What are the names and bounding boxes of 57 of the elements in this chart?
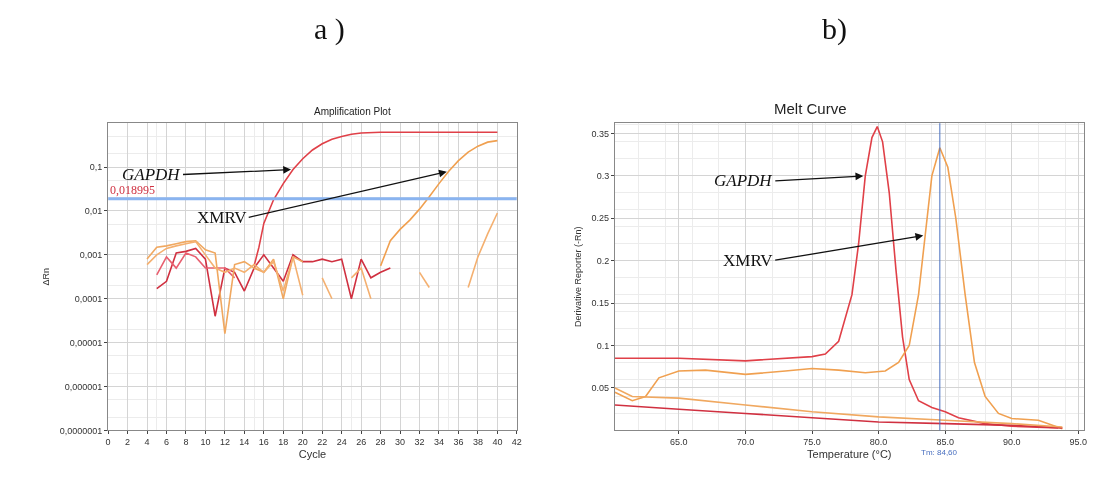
- x-tick-label: 24: [336, 437, 347, 448]
- text: a ): [314, 12, 345, 46]
- text: b): [822, 12, 847, 46]
- x-tick-label: 22: [317, 437, 328, 448]
- x-tick-label: 26: [356, 437, 367, 448]
- x-tick-label: 2: [125, 437, 131, 448]
- x-tick-label: 28: [375, 437, 386, 448]
- y-axis-title: ΔRn: [41, 268, 52, 286]
- x-tick-label: 30: [395, 437, 406, 448]
- y-tick-label: 0.2: [596, 255, 610, 266]
- x-tick-label: 8: [183, 437, 189, 448]
- y-tick-label: 0,1: [89, 162, 103, 173]
- y-tick-label: 0,0000001: [59, 425, 103, 436]
- y-tick-label: 0,0001: [74, 293, 103, 304]
- chart-title: Melt Curve: [774, 100, 847, 117]
- x-tick-label: 75.0: [803, 437, 821, 448]
- x-tick-label: 80.0: [869, 437, 888, 448]
- annotation: GAPDH: [714, 171, 774, 190]
- y-tick-label: 0.3: [596, 170, 610, 181]
- y-tick-label: 0.15: [591, 298, 610, 309]
- y-tick-label: 0.1: [596, 340, 610, 351]
- x-tick-label: 32: [414, 437, 425, 448]
- x-axis-title: Cycle: [298, 448, 327, 461]
- y-tick-label: 0,000001: [64, 381, 103, 392]
- y-tick-label: 0,00001: [69, 337, 103, 348]
- x-tick-label: 4: [144, 437, 150, 448]
- annotation: XMRV: [197, 208, 248, 227]
- chart-title: Amplification Plot: [314, 106, 391, 117]
- y-tick-label: 0,01: [84, 206, 103, 217]
- x-tick-label: 14: [239, 437, 250, 448]
- y-axis-title: Derivative Reporter (-Rn): [572, 226, 583, 328]
- x-tick-label: 18: [278, 437, 289, 448]
- x-tick-label: 40: [492, 437, 503, 448]
- annotation: GAPDH: [122, 165, 182, 184]
- x-tick-label: 34: [433, 437, 444, 448]
- y-tick-label: 0,001: [79, 250, 103, 261]
- x-tick-label: 16: [258, 437, 269, 448]
- x-tick-label: 10: [200, 437, 211, 448]
- y-tick-label: 0.35: [591, 128, 610, 139]
- x-tick-label: 65.0: [670, 437, 688, 448]
- x-tick-label: 95.0: [1069, 437, 1088, 448]
- x-axis-title: Temperature (°C): [807, 448, 892, 461]
- x-tick-label: 12: [219, 437, 230, 448]
- x-tick-label: 38: [472, 437, 483, 448]
- x-tick-label: 36: [453, 437, 464, 448]
- x-tick-label: 70.0: [736, 437, 755, 448]
- y-tick-label: 0.05: [591, 383, 610, 394]
- x-tick-label: 20: [297, 437, 308, 448]
- ref-line-label: 0,018995: [110, 183, 155, 197]
- annotation: XMRV: [723, 251, 774, 270]
- x-tick-label: 6: [163, 437, 169, 448]
- x-tick-label: 90.0: [1002, 437, 1021, 448]
- ref-line-label: Tm: 84,60: [921, 448, 958, 457]
- x-tick-label: 85.0: [936, 437, 954, 448]
- y-tick-label: 0.25: [591, 213, 610, 224]
- x-tick-label: 0: [105, 437, 111, 448]
- x-tick-label: 42: [511, 437, 522, 448]
